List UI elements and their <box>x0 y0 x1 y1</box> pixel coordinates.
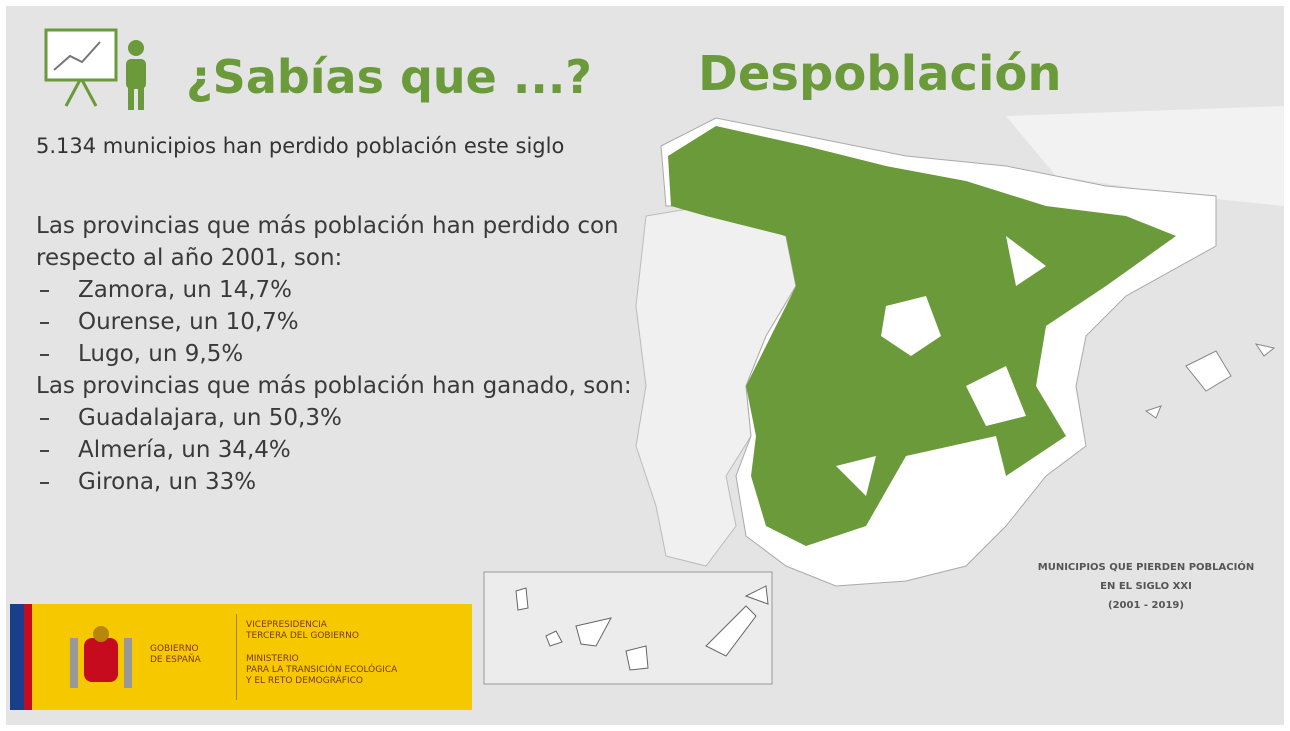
ministry-text: VICEPRESIDENCIA TERCERA DEL GOBIERNO MINIS… <box>246 620 397 687</box>
list-item: Ourense, un 10,7% <box>36 306 646 338</box>
item-text: Zamora, un 14,7% <box>78 277 293 303</box>
caption-line: (2001 - 2019) <box>1108 600 1184 611</box>
canary-islands <box>515 585 769 671</box>
lost-list: Zamora, un 14,7% Ourense, un 10,7% Lugo, u… <box>36 274 646 370</box>
list-item: Guadalajara, un 50,3% <box>36 402 646 434</box>
government-logo: GOBIERNO DE ESPAÑA VICEPRESIDENCIA TERCERA… <box>10 604 472 710</box>
item-text: Guadalajara, un 50,3% <box>78 405 342 431</box>
government-line: DE ESPAÑA <box>150 655 201 665</box>
madrid <box>881 296 941 356</box>
item-text: Almería, un 34,4% <box>78 437 291 463</box>
red-stripe <box>24 604 32 710</box>
divider <box>236 614 237 700</box>
list-item: Lugo, un 9,5% <box>36 338 646 370</box>
caption-line: EN EL SIGLO XXI <box>1100 581 1192 592</box>
bullet-dash <box>40 290 49 292</box>
yellow-stripe <box>32 604 40 710</box>
question-title: ¿Sabías que ...? <box>186 50 592 104</box>
map <box>483 106 1284 685</box>
ministry-line: VICEPRESIDENCIA <box>246 620 327 630</box>
list-item: Zamora, un 14,7% <box>36 274 646 306</box>
government-text: GOBIERNO DE ESPAÑA <box>150 644 201 666</box>
main-title: Despoblación <box>698 46 1062 102</box>
gained-heading: Las provincias que más población han gan… <box>36 373 632 399</box>
bullet-dash <box>40 354 49 356</box>
eu-stripe <box>10 604 24 710</box>
bullet-dash <box>40 418 49 420</box>
bullet-dash <box>40 322 49 324</box>
intro-text: 5.134 municipios han perdido población e… <box>36 134 565 158</box>
lost-heading: Las provincias que más población han per… <box>36 213 619 271</box>
item-text: Girona, un 33% <box>78 469 257 495</box>
bullet-dash <box>40 450 49 452</box>
ministry-line: Y EL RETO DEMOGRÁFICO <box>246 676 363 686</box>
item-text: Lugo, un 9,5% <box>78 341 244 367</box>
ministry-line: TERCERA DEL GOBIERNO <box>246 631 360 641</box>
list-item: Girona, un 33% <box>36 466 646 498</box>
item-text: Ourense, un 10,7% <box>78 309 299 335</box>
lost-block: Las provincias que más población han per… <box>36 210 646 498</box>
gaps <box>836 236 1046 496</box>
ministry-line: PARA LA TRANSICIÓN ECOLÓGICA <box>246 665 398 675</box>
list-item: Almería, un 34,4% <box>36 434 646 466</box>
caption-line: MUNICIPIOS QUE PIERDEN POBLACIÓN <box>1037 562 1255 573</box>
gained-list: Guadalajara, un 50,3% Almería, un 34,4% Gi… <box>36 402 646 498</box>
balearic-islands <box>1144 343 1276 419</box>
slide: ¿Sabías que ...? Despoblación 5.134 muni… <box>6 6 1284 725</box>
france <box>1006 106 1284 206</box>
ministry-line: MINISTERIO <box>246 654 299 664</box>
presentation-icon <box>44 28 146 110</box>
bullet-dash <box>40 482 49 484</box>
coat-of-arms <box>70 626 132 688</box>
government-line: GOBIERNO <box>150 644 199 654</box>
